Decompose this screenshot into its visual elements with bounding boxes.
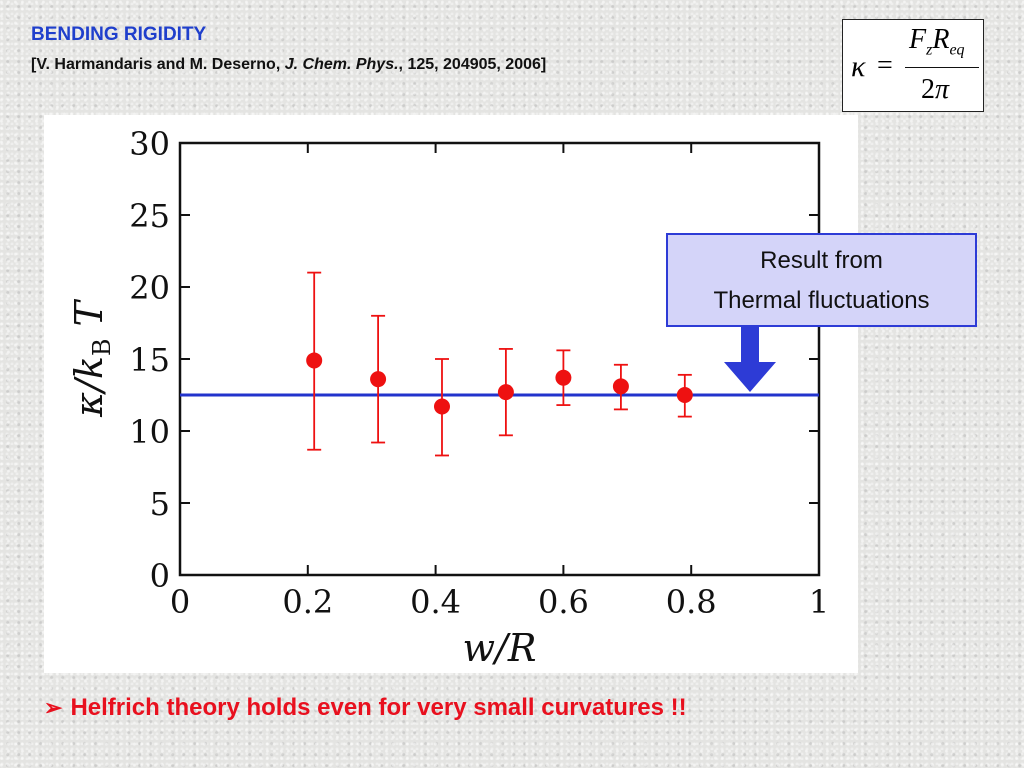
formula-R: R [932,24,950,55]
formula-kappa: κ [851,50,866,83]
data-point [370,371,387,388]
data-point [555,369,572,386]
formula-pi: π [935,74,950,105]
x-axis-label: w/R [463,626,537,670]
x-tick-label: 1 [809,583,829,621]
reference-details: , 125, 204905, 2006] [398,56,547,73]
x-tick-label: 0.6 [538,583,589,621]
slide-title: BENDING RIGIDITY [31,24,207,45]
y-axis-label: κ/kB T [67,298,116,417]
chart-panel: 0 0.2 0.4 0.6 0.8 1 0 5 10 15 20 25 30 w/R κ/kB T [44,115,858,673]
data-point [612,378,629,395]
formula-R-sub: eq [949,41,965,59]
y-tick-label: 5 [150,485,170,523]
formula-box: κ = FzReq 2π [842,19,984,112]
formula-two: 2 [921,74,935,105]
data-point [433,398,450,415]
data-point [497,384,514,401]
formula-fraction-bar [905,67,979,68]
y-tick-label: 0 [150,557,170,595]
y-tick-label: 30 [129,125,170,163]
x-tick-label: 0.4 [410,583,461,621]
down-arrow-icon [724,326,776,392]
x-tick-label: 0.2 [282,583,333,621]
callout-line-2: Thermal fluctuations [713,287,930,314]
conclusion-bullet: ➢ Helfrich theory holds even for very sma… [44,694,687,722]
x-tick-label: 0 [170,583,190,621]
conclusion-text: Helfrich theory holds even for very smal… [70,694,687,721]
formula-numerator: FzReq [909,24,965,60]
y-tick-label: 10 [129,413,170,451]
data-point [306,352,323,369]
formula-F-sub: z [926,41,933,59]
formula-equals: = [877,50,893,81]
result-callout: Result from Thermal fluctuations [666,233,977,327]
formula-denominator: 2π [921,74,949,106]
reference-journal: J. Chem. Phys. [284,56,399,73]
reference-citation: [V. Harmandaris and M. Deserno, J. Chem.… [31,56,546,74]
data-point [676,387,693,403]
y-tick-label: 15 [129,341,170,379]
callout-line-1: Result from [760,247,883,274]
formula-F: F [909,24,927,55]
x-tick-label: 0.8 [666,583,717,621]
arrow-bullet-icon: ➢ [44,695,63,720]
y-tick-label: 20 [129,269,170,307]
y-tick-label: 25 [129,197,170,235]
reference-authors: [V. Harmandaris and M. Deserno, [31,56,285,73]
